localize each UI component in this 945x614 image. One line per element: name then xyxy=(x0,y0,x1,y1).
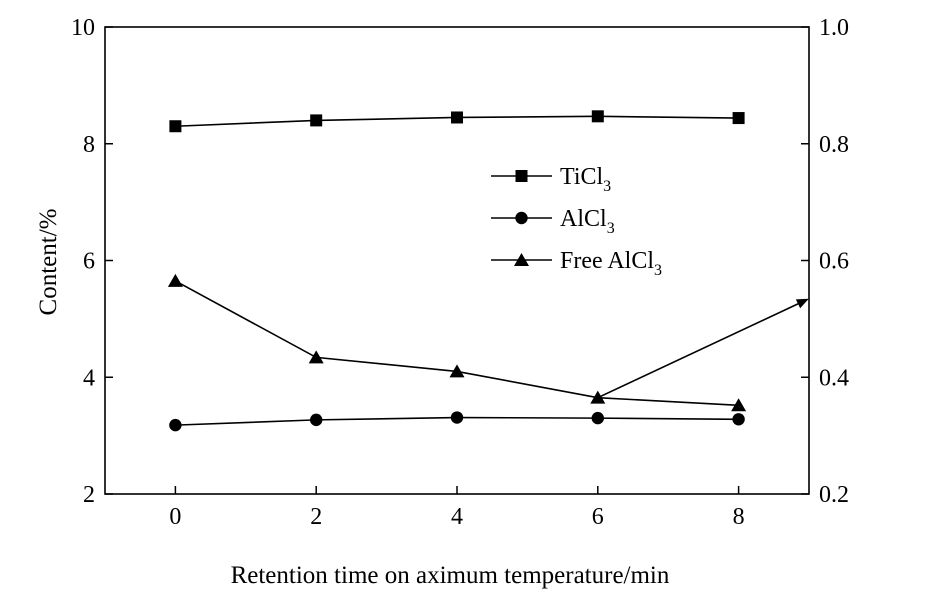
annotation-arrow xyxy=(597,298,809,399)
legend-marker-free-alcl xyxy=(514,253,529,266)
legend: TiCl3 AlCl3 Free AlCl3 xyxy=(491,164,662,279)
x-tick-label: 6 xyxy=(592,504,604,530)
annotation-layer xyxy=(597,298,809,399)
y-axis-left: 2 4 6 8 10 xyxy=(71,15,113,508)
x-axis: 0 2 4 6 8 xyxy=(169,486,745,530)
data-point-free-alcl xyxy=(308,350,324,364)
y-right-tick-label: 1.0 xyxy=(819,15,849,41)
data-point-alcl xyxy=(732,413,745,426)
data-point-alcl xyxy=(310,413,323,427)
data-point-free-alcl xyxy=(167,273,183,287)
data-point-alcl xyxy=(450,411,464,424)
y-right-tick-label: 0.8 xyxy=(819,132,849,158)
legend-marker-alcl xyxy=(515,211,528,225)
x-tick-label: 0 xyxy=(169,504,181,530)
x-tick-label: 8 xyxy=(733,504,745,530)
y-tick-label: 4 xyxy=(83,365,95,391)
data-point-alcl xyxy=(591,411,604,425)
y-tick-label: 10 xyxy=(71,15,95,41)
y-tick-label: 6 xyxy=(83,249,95,275)
data-point-free-alcl xyxy=(449,364,465,378)
y-axis-right: 0.2 0.4 0.6 0.8 1.0 xyxy=(801,15,849,508)
legend-label-ticl: TiCl3 xyxy=(560,164,611,195)
data-point-ticl xyxy=(732,112,745,125)
data-point-ticl xyxy=(591,110,604,123)
y-right-tick-label: 0.2 xyxy=(819,482,849,508)
series-line-free-alcl xyxy=(175,280,739,407)
legend-label-alcl: AlCl3 xyxy=(560,206,615,237)
legend-label-free-alcl: Free AlCl3 xyxy=(560,248,662,279)
y-axis-title: Content/% xyxy=(35,209,62,316)
x-axis-title: Retention time on aximum temperature/min xyxy=(231,562,670,589)
x-tick-label: 2 xyxy=(310,504,322,530)
data-point-alcl xyxy=(169,418,182,432)
x-tick-label: 4 xyxy=(451,504,463,530)
y-right-tick-label: 0.4 xyxy=(819,365,849,391)
data-point-ticl xyxy=(451,111,463,124)
data-point-ticl xyxy=(310,114,323,127)
y-right-tick-label: 0.6 xyxy=(819,249,849,275)
data-point-ticl xyxy=(169,120,182,133)
legend-marker-ticl xyxy=(515,170,528,182)
y-tick-label: 8 xyxy=(83,132,95,158)
y-tick-label: 2 xyxy=(83,482,95,508)
series-layer xyxy=(167,110,747,432)
data-point-free-alcl xyxy=(731,398,747,412)
